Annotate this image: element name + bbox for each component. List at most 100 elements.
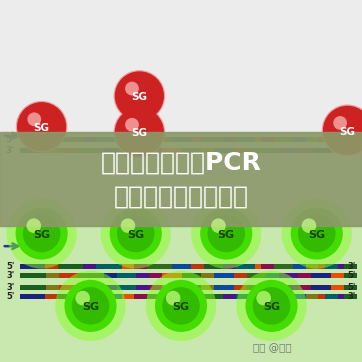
- Circle shape: [23, 215, 60, 252]
- Circle shape: [253, 287, 290, 325]
- Bar: [33, 294, 39, 299]
- Circle shape: [298, 215, 336, 252]
- Text: SG: SG: [340, 127, 355, 136]
- Bar: [201, 148, 208, 153]
- Circle shape: [7, 198, 77, 269]
- Bar: [71, 294, 77, 299]
- Circle shape: [146, 271, 216, 341]
- Bar: [123, 148, 130, 153]
- Text: SG: SG: [127, 230, 144, 240]
- Bar: [311, 148, 318, 153]
- Text: SG: SG: [263, 302, 280, 312]
- Text: 3': 3': [6, 146, 14, 155]
- Bar: [325, 294, 331, 299]
- Bar: [20, 137, 26, 142]
- Bar: [204, 137, 210, 142]
- Bar: [268, 294, 274, 299]
- Bar: [64, 294, 71, 299]
- Bar: [198, 264, 204, 269]
- Bar: [255, 264, 261, 269]
- Bar: [261, 294, 268, 299]
- Circle shape: [236, 271, 307, 341]
- Bar: [223, 294, 230, 299]
- Bar: [52, 137, 58, 142]
- Bar: [217, 264, 223, 269]
- Bar: [98, 273, 104, 278]
- Bar: [85, 273, 91, 278]
- Bar: [247, 148, 253, 153]
- Bar: [20, 264, 26, 269]
- Bar: [130, 273, 136, 278]
- Bar: [26, 148, 33, 153]
- Bar: [306, 137, 312, 142]
- Bar: [311, 273, 318, 278]
- Bar: [140, 264, 147, 269]
- Circle shape: [245, 280, 298, 332]
- Bar: [287, 264, 293, 269]
- Bar: [324, 148, 331, 153]
- Bar: [240, 148, 247, 153]
- Bar: [185, 137, 191, 142]
- Bar: [65, 273, 72, 278]
- Bar: [337, 148, 344, 153]
- Text: 3': 3': [348, 262, 356, 270]
- Bar: [287, 137, 293, 142]
- Bar: [140, 137, 147, 142]
- Bar: [210, 137, 217, 142]
- Bar: [240, 273, 247, 278]
- Bar: [324, 273, 331, 278]
- Bar: [299, 294, 306, 299]
- Text: SG: SG: [308, 230, 325, 240]
- Bar: [39, 273, 46, 278]
- Bar: [261, 264, 268, 269]
- Bar: [247, 273, 253, 278]
- Bar: [285, 148, 292, 153]
- Bar: [39, 148, 46, 153]
- Text: SG: SG: [131, 92, 147, 102]
- Bar: [58, 294, 64, 299]
- Bar: [305, 285, 311, 290]
- Bar: [191, 137, 198, 142]
- Bar: [285, 273, 292, 278]
- Bar: [33, 137, 39, 142]
- Bar: [299, 137, 306, 142]
- Bar: [220, 273, 227, 278]
- Bar: [123, 273, 130, 278]
- Bar: [188, 273, 195, 278]
- Bar: [280, 137, 287, 142]
- Circle shape: [110, 207, 162, 260]
- Bar: [64, 137, 71, 142]
- Bar: [115, 264, 122, 269]
- Bar: [143, 285, 150, 290]
- Bar: [117, 148, 123, 153]
- Bar: [191, 264, 198, 269]
- Bar: [319, 264, 325, 269]
- Bar: [77, 264, 83, 269]
- Bar: [147, 137, 153, 142]
- Bar: [279, 273, 285, 278]
- Circle shape: [125, 82, 139, 96]
- Bar: [71, 264, 77, 269]
- Bar: [201, 273, 208, 278]
- Bar: [285, 285, 292, 290]
- Bar: [64, 264, 71, 269]
- Bar: [331, 294, 337, 299]
- Circle shape: [64, 280, 117, 332]
- Bar: [266, 285, 273, 290]
- Bar: [153, 264, 160, 269]
- Bar: [175, 273, 182, 278]
- Bar: [188, 148, 195, 153]
- Bar: [293, 264, 299, 269]
- Circle shape: [72, 287, 109, 325]
- Bar: [83, 137, 90, 142]
- Circle shape: [114, 70, 165, 122]
- Text: 3': 3': [348, 292, 356, 301]
- Bar: [242, 294, 249, 299]
- Bar: [20, 294, 26, 299]
- Bar: [274, 294, 280, 299]
- Bar: [162, 273, 169, 278]
- Bar: [110, 285, 117, 290]
- Bar: [268, 137, 274, 142]
- Bar: [169, 285, 175, 290]
- Bar: [52, 294, 58, 299]
